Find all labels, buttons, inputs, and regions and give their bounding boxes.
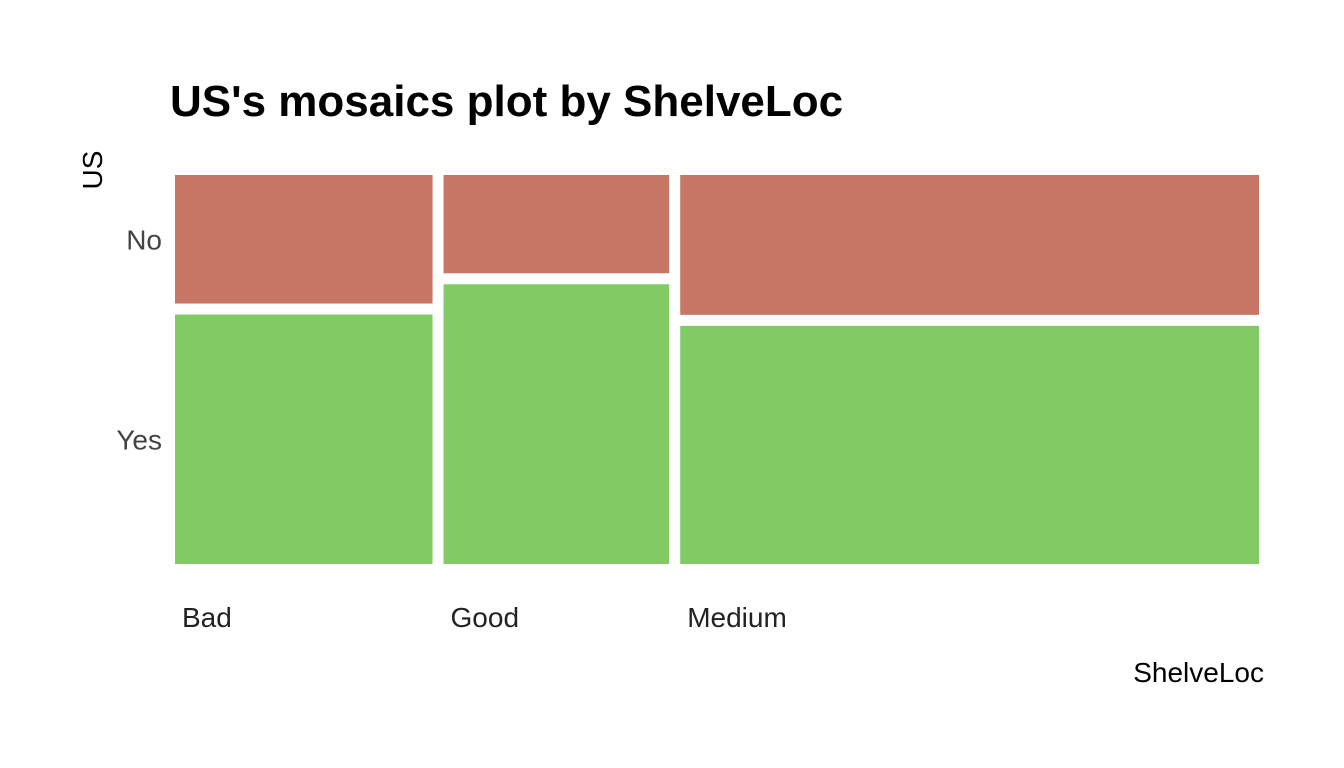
y-tick-labels: No Yes: [116, 224, 162, 455]
x-tick-label-good: Good: [451, 602, 520, 633]
y-axis-label: US: [77, 151, 108, 190]
mosaic-tiles: [175, 175, 1259, 564]
x-tick-label-medium: Medium: [687, 602, 787, 633]
y-tick-label-no: No: [126, 224, 162, 255]
x-tick-label-bad: Bad: [182, 602, 232, 633]
tile-bad-yes: [175, 314, 433, 564]
chart-title: US's mosaics plot by ShelveLoc: [170, 77, 843, 126]
tile-bad-no: [175, 175, 433, 304]
tile-good-no: [443, 175, 670, 274]
x-axis-label: ShelveLoc: [1133, 657, 1264, 688]
tile-good-yes: [443, 284, 670, 564]
x-tick-labels: Bad Good Medium: [182, 602, 787, 633]
tile-medium-no: [680, 175, 1259, 315]
y-tick-label-yes: Yes: [116, 424, 162, 455]
tile-medium-yes: [680, 325, 1259, 564]
